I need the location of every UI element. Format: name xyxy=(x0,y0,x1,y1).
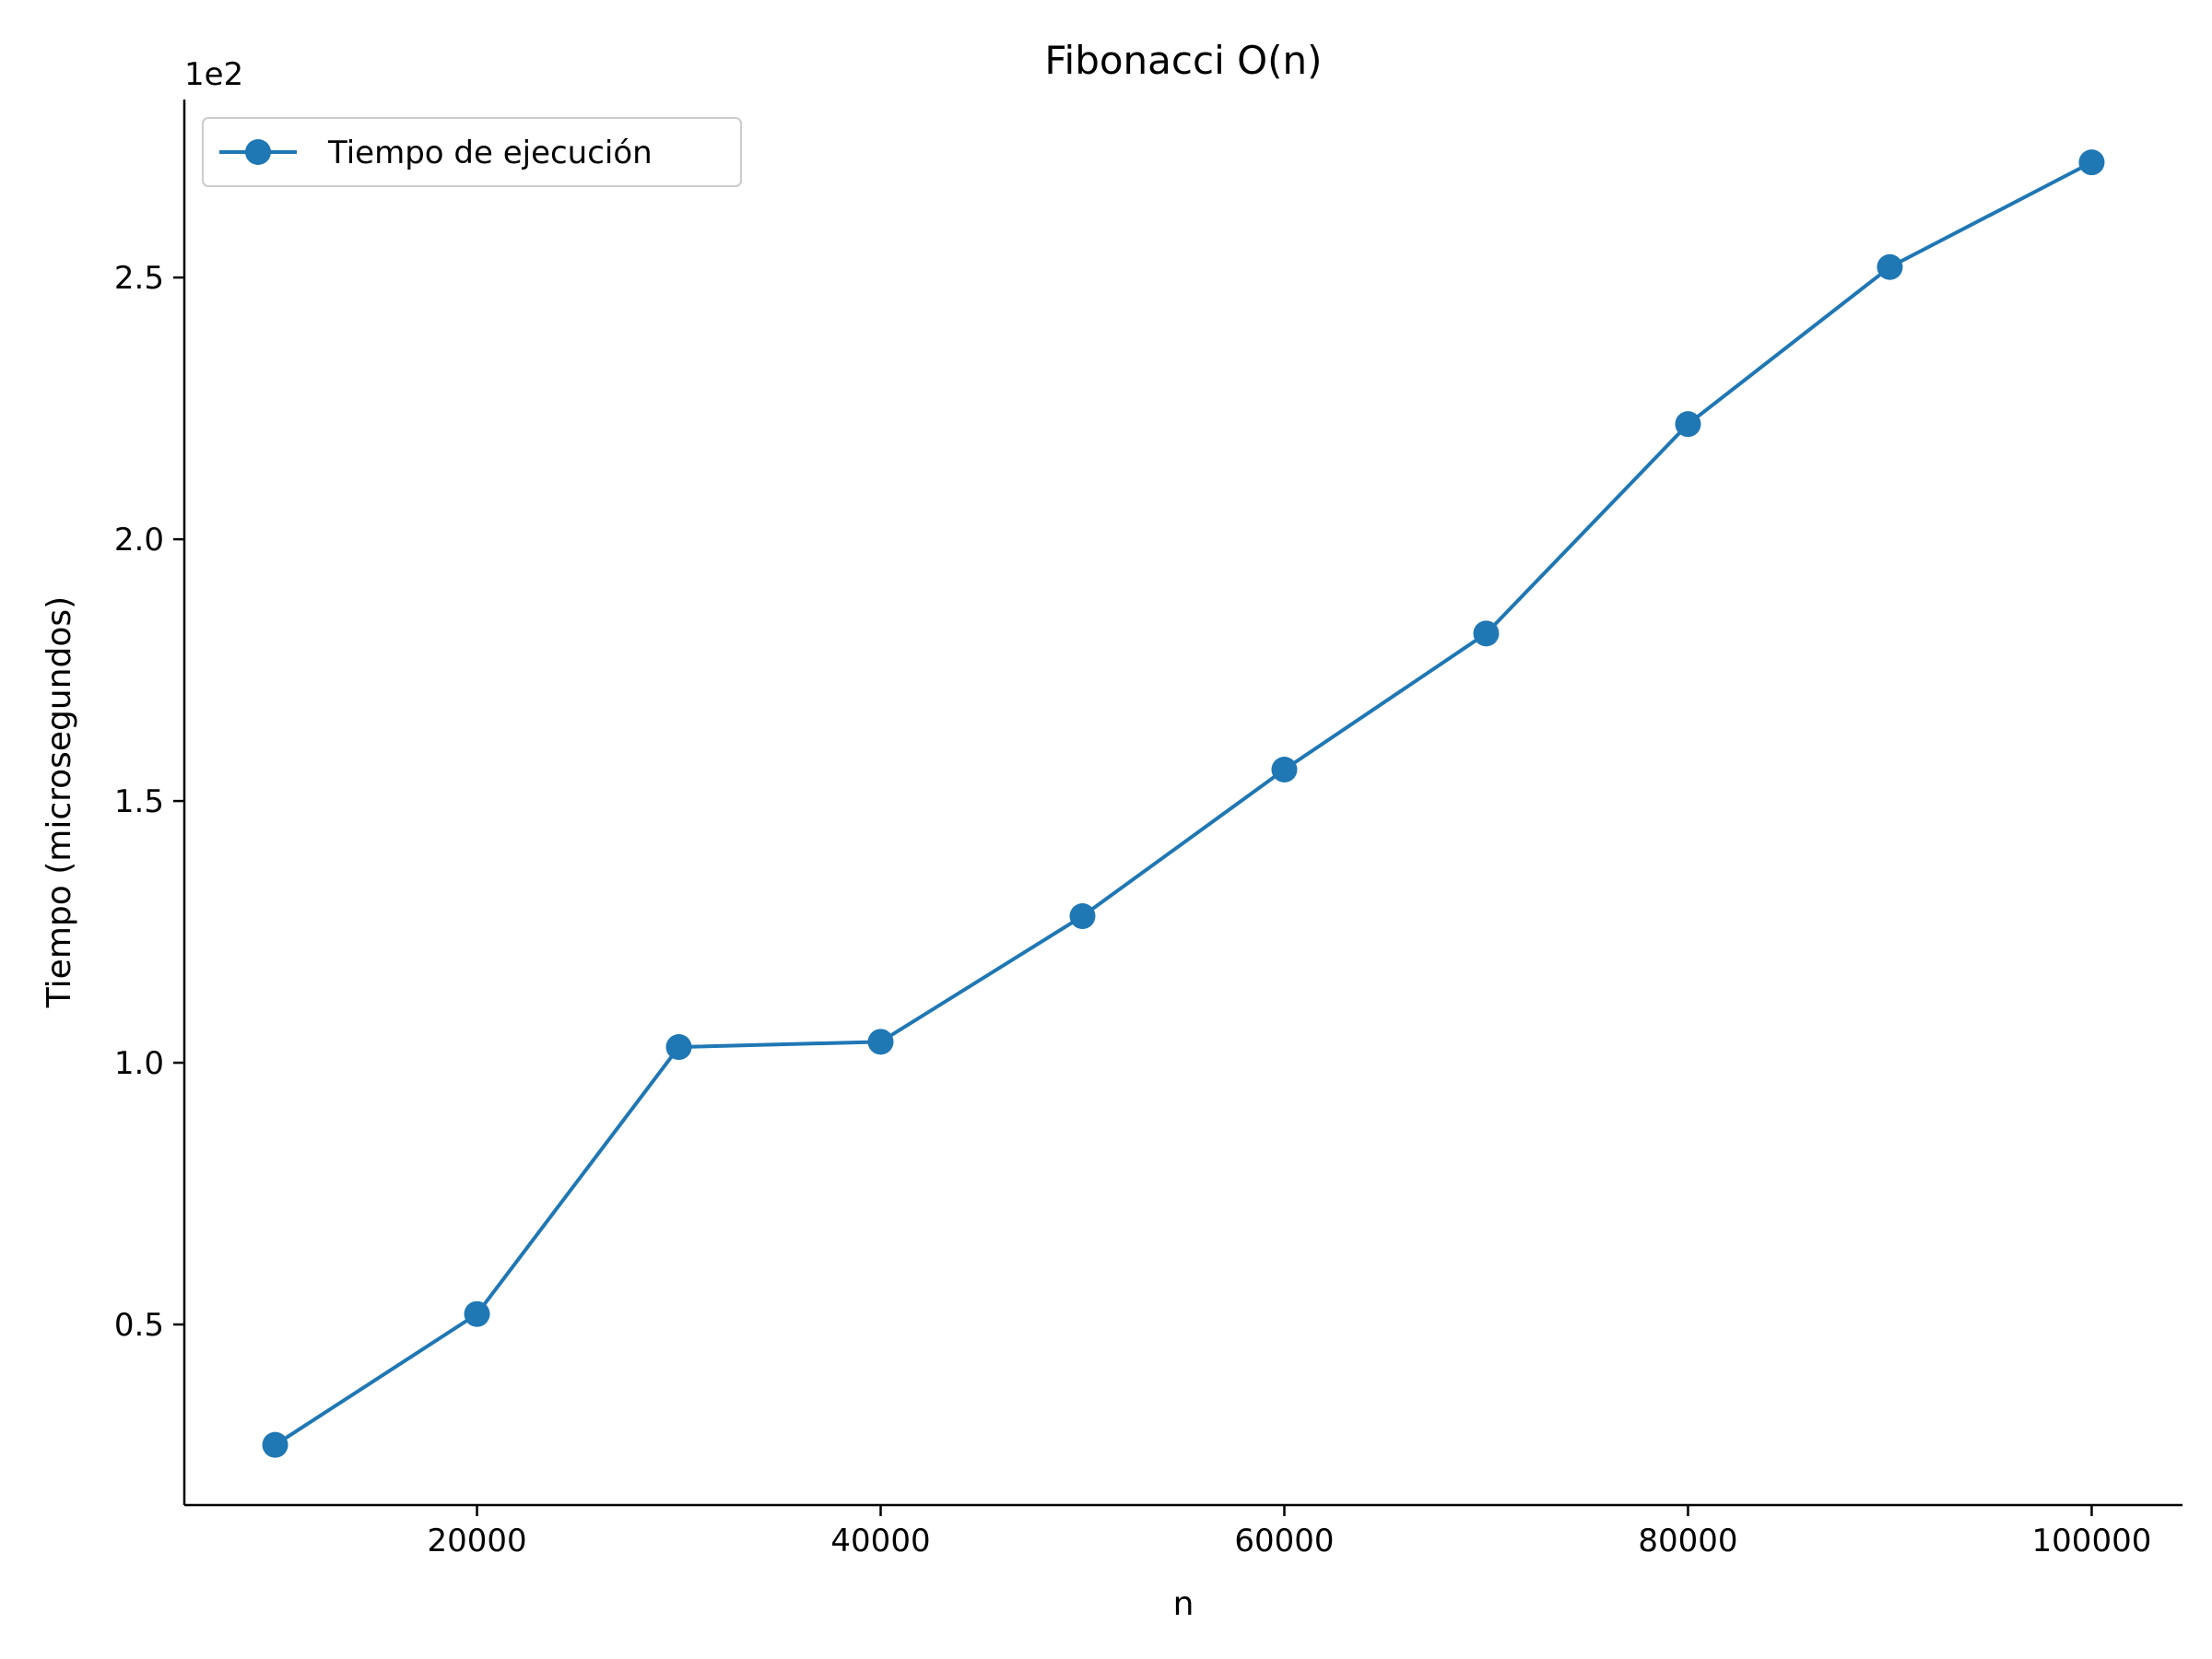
data-point xyxy=(2078,149,2105,176)
y-tick-label: 1.0 xyxy=(114,1045,164,1082)
x-tick-label: 40000 xyxy=(830,1523,930,1559)
data-point xyxy=(1271,757,1298,783)
x-ticks: 20000 40000 60000 80000 100000 xyxy=(427,1505,2151,1559)
data-point xyxy=(665,1034,692,1061)
y-offset-label: 1e2 xyxy=(184,56,243,93)
x-tick-label: 80000 xyxy=(1638,1523,1737,1559)
data-point xyxy=(1675,411,1701,438)
y-axis-label: Tiempo (microsegundos) xyxy=(41,596,78,1008)
x-tick-label: 60000 xyxy=(1234,1523,1334,1559)
data-point xyxy=(464,1300,490,1327)
legend-marker-swatch xyxy=(245,139,271,165)
y-tick-label: 2.0 xyxy=(114,522,164,559)
series-layer xyxy=(262,149,2105,1458)
series-line xyxy=(274,160,2093,1447)
data-point xyxy=(262,1431,288,1458)
x-tick-label: 20000 xyxy=(427,1523,526,1559)
y-tick-label: 0.5 xyxy=(114,1307,164,1344)
legend: Tiempo de ejecución xyxy=(202,117,742,187)
y-tick-label: 1.5 xyxy=(114,783,164,820)
data-point xyxy=(1069,903,1096,930)
legend-frame xyxy=(202,117,742,187)
plot-area: 20000 40000 60000 80000 100000 0.5 1.0 1.5 2.0 2… xyxy=(114,100,2183,1559)
y-ticks: 0.5 1.0 1.5 2.0 2.5 xyxy=(114,260,184,1344)
x-axis-label: n xyxy=(1173,1585,1194,1623)
x-tick-label: 100000 xyxy=(2032,1523,2152,1559)
data-point xyxy=(1877,253,1903,280)
chart-title: Fibonacci O(n) xyxy=(1044,38,1322,83)
data-point xyxy=(1473,620,1500,647)
legend-entry-label: Tiempo de ejecución xyxy=(327,135,653,171)
y-tick-label: 2.5 xyxy=(114,260,164,297)
data-point xyxy=(867,1029,894,1055)
